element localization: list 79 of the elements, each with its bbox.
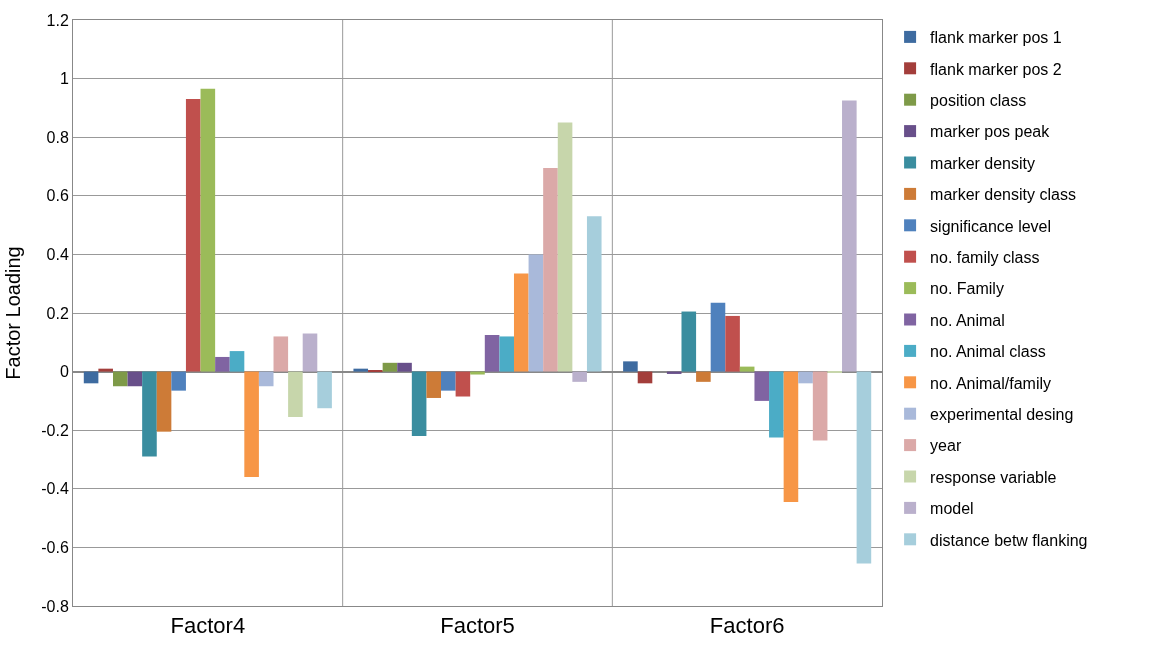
legend-label: distance betw flanking [930, 531, 1088, 549]
legend-label: position class [930, 91, 1027, 109]
bar [856, 371, 872, 564]
legend-label: model [930, 500, 974, 518]
bar [484, 334, 500, 372]
bar [441, 371, 456, 391]
y-tick-label: 0.2 [46, 304, 69, 322]
y-tick-label: 0.8 [46, 128, 69, 146]
bar [455, 371, 471, 397]
legend-label: marker density class [930, 186, 1076, 204]
bar [739, 366, 755, 372]
bar [842, 100, 857, 372]
x-tick-label: Factor6 [709, 613, 785, 639]
y-tick-label: 0.4 [46, 246, 69, 263]
bar [769, 371, 784, 438]
bar [411, 371, 427, 437]
bar [229, 351, 245, 372]
bar [637, 371, 653, 384]
bar [470, 371, 485, 375]
legend-label: significance level [930, 217, 1052, 235]
legend-label: no. Animal/family [930, 374, 1052, 392]
bar [725, 315, 740, 372]
bar [557, 122, 573, 372]
legend-label: no. Family [930, 280, 1004, 298]
y-tick-label: 0.6 [46, 187, 69, 205]
bar [83, 371, 99, 384]
bar [353, 368, 369, 372]
bar [382, 362, 398, 372]
y-axis-title: Factor Loading [1, 246, 24, 380]
bar [783, 371, 799, 502]
bar [798, 371, 813, 384]
legend-label: flank marker pos 2 [930, 60, 1062, 78]
bar [185, 99, 201, 372]
bar [543, 167, 558, 372]
bar [528, 254, 544, 372]
bar [273, 336, 289, 372]
legend-label: marker pos peak [930, 123, 1051, 141]
legend-label: no. family class [930, 248, 1040, 266]
legend-label: no. Animal [930, 311, 1005, 329]
bar [317, 371, 332, 409]
bar [513, 273, 529, 372]
legend-label: year [930, 437, 962, 455]
bar [710, 302, 726, 372]
x-tick-label: Factor4 [170, 613, 246, 639]
bar [572, 371, 587, 382]
bar [623, 361, 638, 372]
legend-label: marker density [930, 154, 1036, 172]
bar [586, 216, 602, 372]
legend-label: response variable [930, 468, 1057, 486]
bar [681, 311, 697, 372]
bar [215, 356, 230, 372]
bar [200, 88, 216, 372]
y-tick-label: -0.6 [41, 539, 69, 556]
y-tick-label: -0.2 [41, 421, 69, 439]
legend-label: no. Animal class [930, 343, 1046, 361]
y-tick-label: 1 [59, 70, 69, 88]
bar [244, 371, 259, 478]
bar [499, 336, 514, 372]
y-tick-label: -0.4 [41, 480, 69, 498]
bar [112, 371, 128, 387]
legend-label: experimental desing [930, 405, 1074, 423]
bar [171, 371, 186, 391]
bar [754, 371, 770, 401]
bar [98, 368, 113, 372]
y-tick-label: 1.2 [46, 11, 69, 29]
bar [127, 371, 143, 387]
x-tick-label: Factor5 [440, 613, 515, 639]
bar [812, 371, 828, 441]
y-tick-label: -0.8 [41, 597, 69, 615]
bar [302, 333, 318, 372]
bar [397, 362, 412, 372]
bar [426, 371, 442, 398]
bar [696, 371, 711, 382]
y-tick-label: 0 [59, 363, 69, 381]
bar [258, 371, 274, 387]
legend-label: flank marker pos 1 [930, 29, 1062, 47]
bar [288, 371, 303, 418]
bar [156, 371, 172, 432]
bar [142, 371, 157, 457]
